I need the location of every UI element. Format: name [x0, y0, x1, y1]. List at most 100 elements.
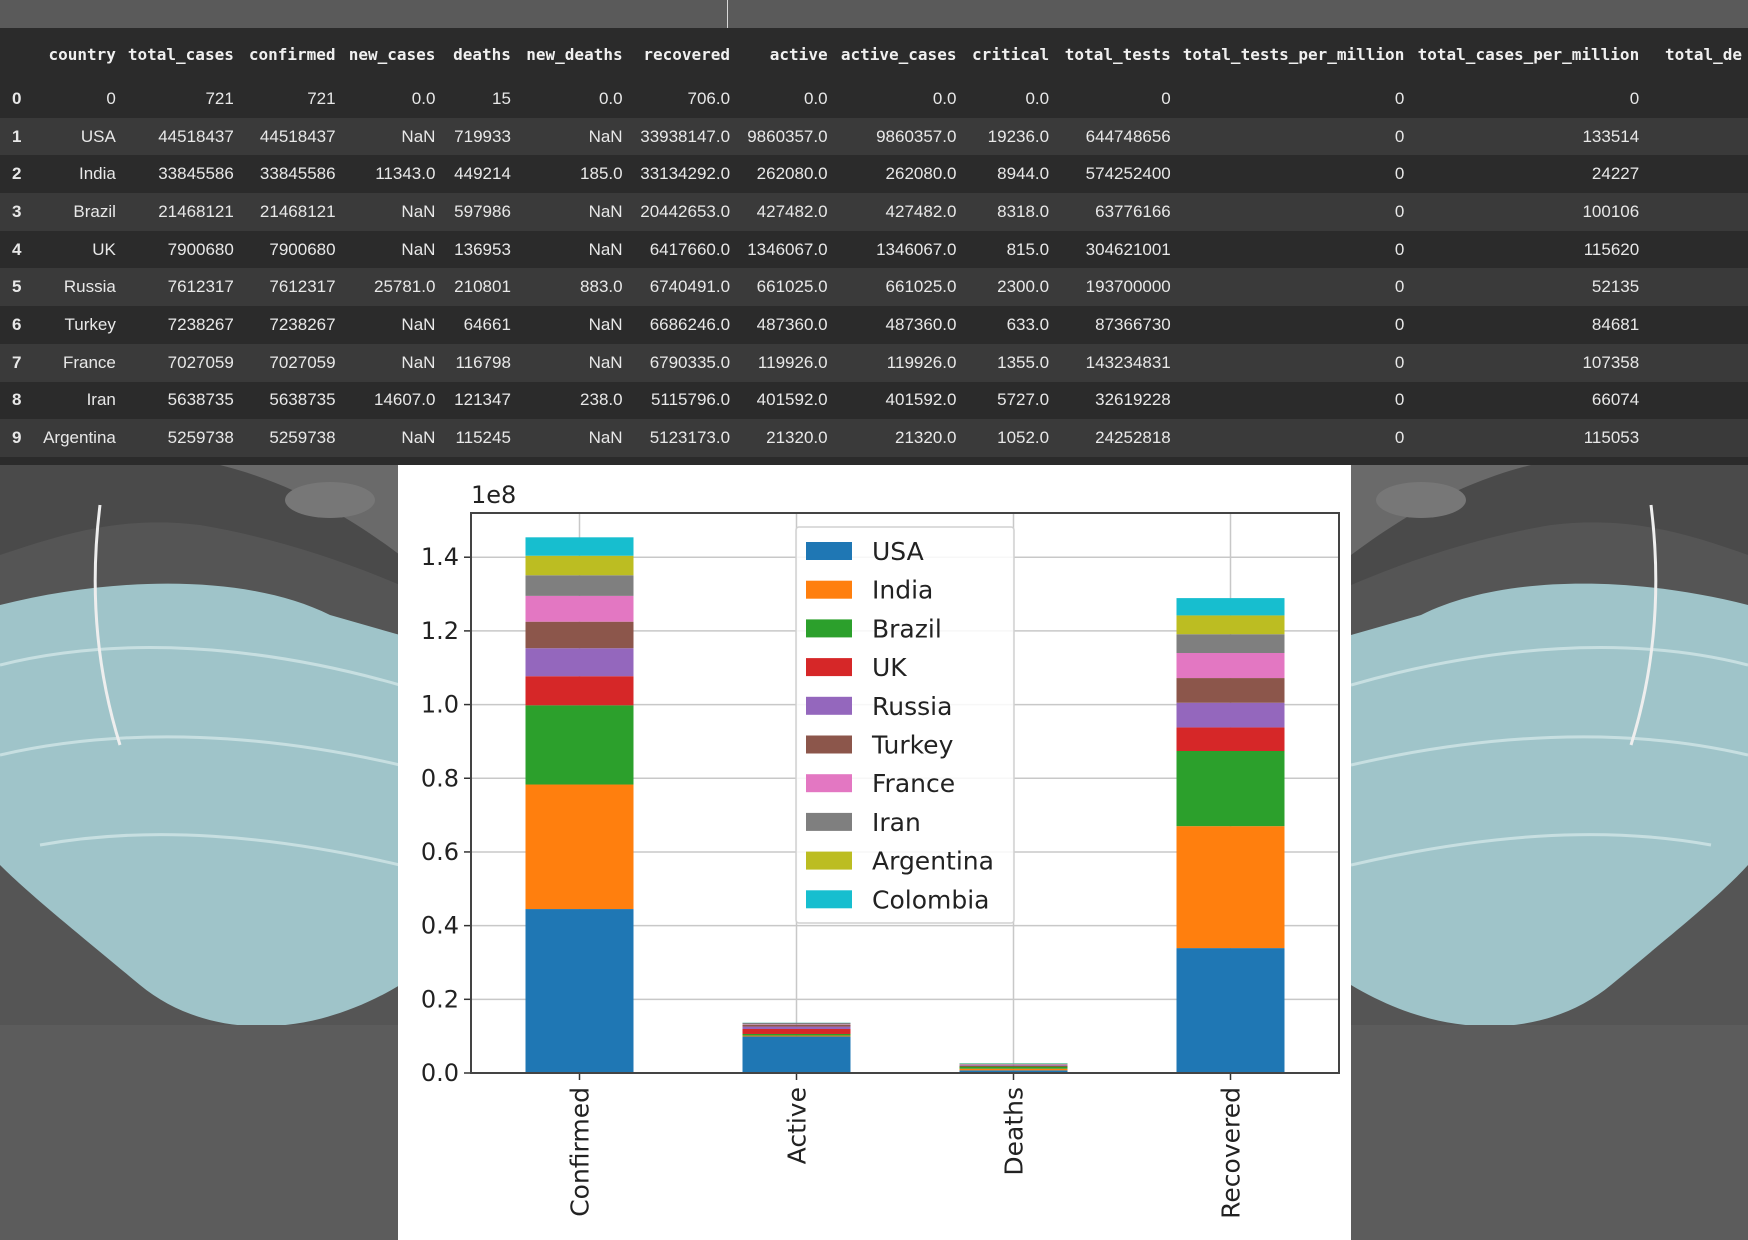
legend-swatch: [806, 619, 852, 638]
row-index: 1: [12, 126, 22, 146]
column-header: new_deaths: [526, 44, 623, 64]
legend-swatch: [806, 851, 852, 870]
y-tick-label: 1.2: [421, 617, 459, 645]
column-header: deaths: [453, 44, 511, 64]
table-cell: 0: [1161, 88, 1171, 108]
table-cell: 721: [307, 88, 336, 108]
table-cell: 0: [1394, 126, 1405, 146]
table-cell: 21468121: [158, 201, 234, 221]
table-cell: 6686246.0: [649, 314, 731, 334]
bar-segment: [525, 784, 634, 910]
table-cell: 427482.0: [756, 201, 828, 221]
table-cell: 44518437: [259, 126, 336, 146]
column-header: country: [48, 44, 116, 64]
table-cell: 33134292.0: [640, 164, 731, 184]
table-cell: [1645, 80, 1748, 118]
bar-segment: [1176, 678, 1285, 703]
table-cell: [1645, 231, 1748, 269]
table-cell: France: [62, 352, 116, 372]
table-cell: 21320.0: [766, 428, 828, 448]
bar-segment: [959, 1070, 1068, 1073]
table-cell: 5259738: [269, 428, 336, 448]
table-cell: 115053: [1583, 428, 1640, 448]
table-cell: 427482.0: [885, 201, 957, 221]
table-cell: 66074: [1591, 390, 1640, 410]
table-cell: 7900680: [167, 239, 234, 259]
table-cell: 119926.0: [757, 352, 828, 372]
table-cell: NaN: [401, 201, 436, 221]
table-cell: 1346067.0: [876, 239, 957, 259]
column-header: new_cases: [348, 44, 436, 64]
bar-segment: [742, 1033, 851, 1036]
table-cell: 0.0: [932, 88, 957, 108]
bar-segment: [1176, 653, 1285, 679]
table-cell: NaN: [401, 314, 436, 334]
table-cell: 63776166: [1095, 201, 1171, 221]
table-cell: USA: [80, 126, 116, 146]
x-tick-label: Confirmed: [566, 1087, 595, 1217]
bar-segment: [959, 1065, 1068, 1067]
legend-swatch: [806, 735, 852, 754]
bar-segment: [1176, 826, 1285, 949]
table-cell: 0.0: [598, 88, 623, 108]
table-cell: NaN: [588, 126, 623, 146]
legend-label: France: [872, 769, 955, 798]
table-cell: NaN: [401, 126, 436, 146]
table-cell: 0: [1394, 352, 1405, 372]
table-cell: 7612317: [269, 277, 336, 297]
bar-segment: [959, 1068, 1068, 1071]
y-tick-label: 0.2: [421, 985, 459, 1013]
table-cell: 0: [1394, 314, 1405, 334]
bar-segment: [525, 909, 634, 1073]
column-header: confirmed: [248, 44, 336, 64]
y-tick-label: 1.0: [421, 691, 459, 719]
row-index: 0: [12, 88, 22, 108]
table-cell: 52135: [1591, 277, 1640, 297]
y-tick-label: 0.4: [421, 912, 459, 940]
bar-segment: [525, 537, 634, 556]
table-cell: 121347: [454, 390, 511, 410]
table-row: 3 Brazil 21468121 21468121 NaN 597986 NaN 20442…: [0, 193, 1748, 231]
table-cell: 21320.0: [895, 428, 957, 448]
masked-face-photo-left: [0, 465, 400, 1240]
bar-segment: [525, 555, 634, 576]
y-tick-label: 1.4: [421, 543, 459, 571]
bar-segment: [525, 621, 634, 649]
table-cell: 1355.0: [997, 352, 1050, 372]
table-cell: 5123173.0: [649, 428, 731, 448]
table-cell: 487360.0: [885, 314, 957, 334]
legend-swatch: [806, 890, 852, 909]
table-cell: 115245: [455, 428, 511, 448]
table-cell: 20442653.0: [640, 201, 731, 221]
table-cell: NaN: [588, 428, 623, 448]
table-cell: 0: [1394, 239, 1405, 259]
table-cell: 0: [1394, 201, 1405, 221]
bar-segment: [1176, 615, 1285, 635]
table-row: 8 Iran 5638735 5638735 14607.0 121347 238.0 511…: [0, 381, 1748, 420]
legend-label: Argentina: [872, 847, 994, 876]
table-cell: 7238267: [167, 314, 234, 334]
column-header: total_tests_per_million: [1182, 44, 1405, 64]
legend-label: USA: [872, 537, 924, 566]
table-cell: 1052.0: [997, 428, 1050, 448]
column-header: total_tests: [1064, 44, 1171, 64]
table-cell: 262080.0: [885, 164, 957, 184]
table-cell: 24227: [1591, 164, 1640, 184]
table-cell: 0: [1394, 428, 1405, 448]
table-cell: NaN: [588, 239, 623, 259]
x-tick-label: Active: [783, 1087, 812, 1164]
table-cell: 9860357.0: [747, 126, 828, 146]
table-cell: 719933: [454, 126, 511, 146]
table-cell: India: [79, 164, 116, 184]
toolbar-divider: [727, 0, 728, 28]
table-cell: [1645, 155, 1748, 193]
column-header: total_cases: [127, 44, 234, 64]
top-toolbar: [0, 0, 1748, 28]
table-cell: 815.0: [1006, 239, 1050, 259]
bar-segment: [959, 1066, 1068, 1069]
table-cell: 6790335.0: [649, 352, 731, 372]
table-cell: 706.0: [687, 88, 731, 108]
table-cell: 0: [1394, 277, 1405, 297]
table-cell: 5115796.0: [650, 390, 731, 410]
table-cell: 33938147.0: [640, 126, 731, 146]
